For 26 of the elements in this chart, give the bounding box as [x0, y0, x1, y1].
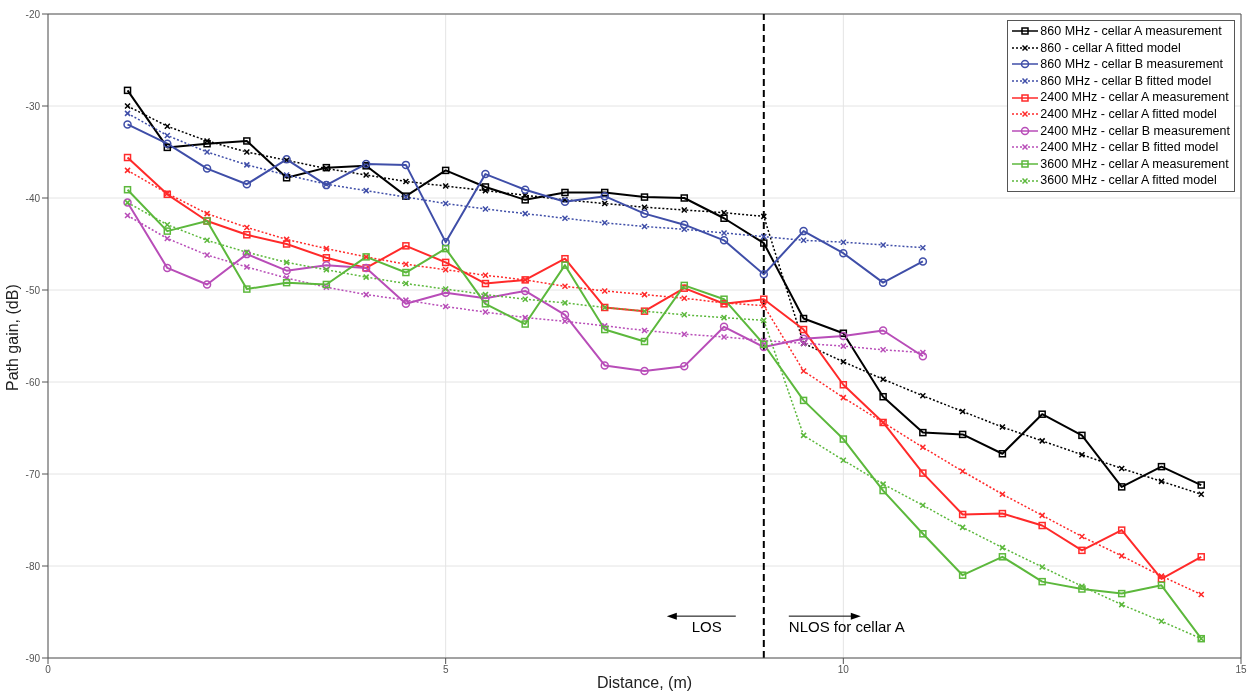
- x-tick-label: 5: [442, 664, 449, 676]
- y-tick-label: -90: [25, 652, 41, 664]
- legend-label: 2400 MHz - cellar B fitted model: [1040, 139, 1219, 156]
- legend-label: 860 MHz - cellar A measurement: [1040, 23, 1222, 40]
- legend-label: 2400 MHz - cellar A measurement: [1040, 89, 1229, 106]
- legend-label: 2400 MHz - cellar B measurement: [1040, 122, 1230, 140]
- y-tick-label: -70: [25, 468, 41, 480]
- y-tick-label: -40: [25, 192, 41, 204]
- annotation: LOS: [691, 618, 722, 636]
- y-axis-title: Path gain, (dB): [3, 284, 21, 391]
- y-tick-label: -20: [25, 8, 41, 20]
- y-tick-label: -30: [25, 100, 41, 112]
- annotation: NLOS for cellar A: [788, 618, 905, 636]
- legend-label: 3600 MHz - cellar A measurement: [1040, 155, 1229, 173]
- x-tick-label: 15: [1235, 664, 1247, 676]
- legend-label: 3600 MHz - cellar A fitted model: [1040, 172, 1217, 189]
- legend-label: 860 MHz - cellar B fitted model: [1040, 72, 1212, 90]
- x-tick-label: 10: [837, 664, 850, 676]
- y-tick-label: -80: [25, 560, 41, 572]
- legend-label: 2400 MHz - cellar A fitted model: [1040, 105, 1217, 123]
- y-tick-label: -50: [25, 284, 41, 296]
- x-axis-title: Distance, (m): [596, 674, 693, 691]
- legend-label: 860 MHz - cellar B measurement: [1040, 56, 1224, 73]
- legend-label: 860 - cellar A fitted model: [1040, 39, 1181, 57]
- x-tick-label: 0: [45, 664, 52, 676]
- y-tick-label: -60: [25, 376, 41, 388]
